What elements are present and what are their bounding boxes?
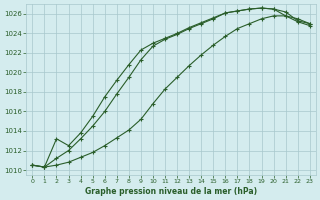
X-axis label: Graphe pression niveau de la mer (hPa): Graphe pression niveau de la mer (hPa) <box>85 187 257 196</box>
